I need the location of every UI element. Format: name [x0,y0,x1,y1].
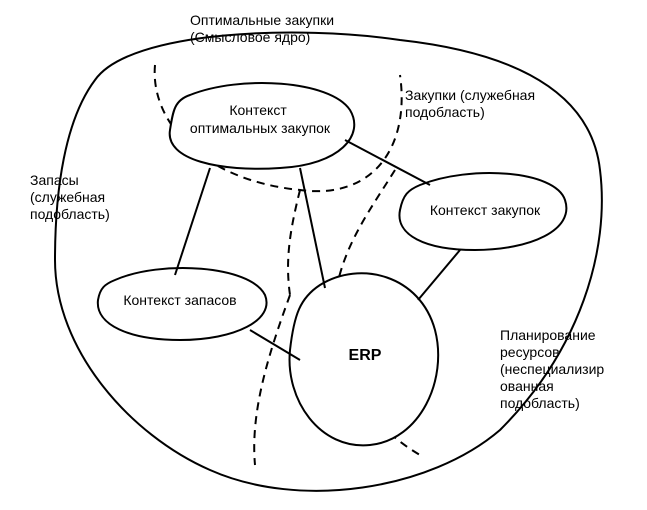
label-core-domain: Оптимальные закупки (Смысловое ядро) [190,12,338,45]
label-context-purchases: Контекст закупок [430,202,541,218]
subdomain-left-right-divider [288,190,300,295]
context-map-diagram: Оптимальные закупки (Смысловое ядро) Зак… [0,0,647,510]
subdomain-lower-divider [254,295,290,465]
label-context-erp: ERP [349,347,382,364]
link-optimal-to-inventory [175,168,210,275]
label-planning-domain: Планирование ресурсов (неспециализир ова… [500,327,608,411]
label-context-inventory: Контекст запасов [123,292,236,308]
link-purchases-to-erp [418,250,460,300]
link-optimal-to-purchases [345,140,430,185]
label-inventory-domain: Запасы (служебная подобласть) [30,172,110,222]
link-optimal-to-erp [300,168,325,288]
label-purchasing-domain: Закупки (служебная подобласть) [405,87,539,120]
